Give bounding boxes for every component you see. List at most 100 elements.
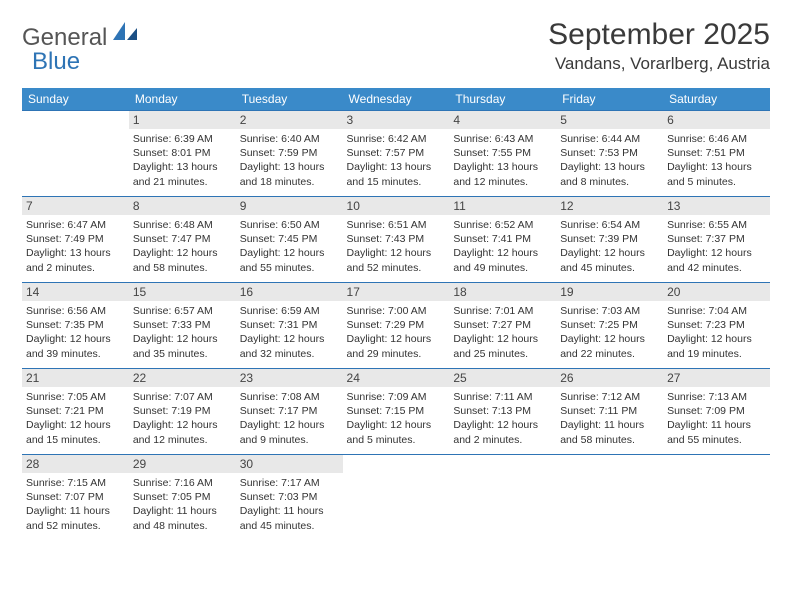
calendar-cell: 24 Sunrise: 7:09 AMSunset: 7:15 PMDayligh… (343, 368, 450, 454)
day-details: Sunrise: 6:48 AMSunset: 7:47 PMDaylight:… (133, 218, 232, 275)
calendar-cell: 22Sunrise: 7:07 AMSunset: 7:19 PMDayligh… (129, 368, 236, 454)
sunset-text: Sunset: 7:37 PM (667, 232, 766, 246)
sunrise-text: Sunrise: 7:03 AM (560, 304, 659, 318)
daylight2-text: and 19 minutes. (667, 347, 766, 361)
day-details: Sunrise: 7:00 AMSunset: 7:29 PMDaylight:… (347, 304, 446, 361)
daylight2-text: and 48 minutes. (133, 519, 232, 533)
daylight1-text: Daylight: 12 hours (667, 332, 766, 346)
calendar-cell: 16 Sunrise: 6:59 AMSunset: 7:31 PMDayligh… (236, 282, 343, 368)
day-number: 18 (449, 283, 556, 301)
sunrise-text: Sunrise: 7:04 AM (667, 304, 766, 318)
location: Vandans, Vorarlberg, Austria (548, 54, 770, 74)
calendar-cell: 3Sunrise: 6:42 AMSunset: 7:57 PMDaylight… (343, 110, 450, 196)
weekday-header: Sunday (22, 88, 129, 110)
sunset-text: Sunset: 7:53 PM (560, 146, 659, 160)
daylight1-text: Daylight: 13 hours (240, 160, 339, 174)
daylight2-text: and 45 minutes. (560, 261, 659, 275)
sunrise-text: Sunrise: 6:42 AM (347, 132, 446, 146)
sunset-text: Sunset: 7:35 PM (26, 318, 125, 332)
calendar-cell: 20 Sunrise: 7:04 AMSunset: 7:23 PMDayligh… (663, 282, 770, 368)
calendar-week-row: 21Sunrise: 7:05 AMSunset: 7:21 PMDayligh… (22, 368, 770, 454)
calendar-cell: 21Sunrise: 7:05 AMSunset: 7:21 PMDayligh… (22, 368, 129, 454)
day-number: 13 (663, 197, 770, 215)
day-number: 20 (663, 283, 770, 301)
calendar-cell: 13Sunrise: 6:55 AMSunset: 7:37 PMDayligh… (663, 196, 770, 282)
sunrise-text: Sunrise: 7:15 AM (26, 476, 125, 490)
sunrise-text: Sunrise: 6:54 AM (560, 218, 659, 232)
day-number: 6 (663, 111, 770, 129)
daylight1-text: Daylight: 12 hours (26, 418, 125, 432)
daylight2-text: and 45 minutes. (240, 519, 339, 533)
sunrise-text: Sunrise: 7:13 AM (667, 390, 766, 404)
daylight1-text: Daylight: 11 hours (133, 504, 232, 518)
sunset-text: Sunset: 7:43 PM (347, 232, 446, 246)
weekday-header: Saturday (663, 88, 770, 110)
day-details: Sunrise: 7:15 AMSunset: 7:07 PMDaylight:… (26, 476, 125, 533)
daylight2-text: and 58 minutes. (560, 433, 659, 447)
sunrise-text: Sunrise: 7:07 AM (133, 390, 232, 404)
day-number: 17 (343, 283, 450, 301)
daylight2-text: and 52 minutes. (26, 519, 125, 533)
calendar-cell: 28Sunrise: 7:15 AMSunset: 7:07 PMDayligh… (22, 454, 129, 540)
day-details: Sunrise: 6:44 AMSunset: 7:53 PMDaylight:… (560, 132, 659, 189)
calendar-cell (556, 454, 663, 540)
daylight2-text: and 29 minutes. (347, 347, 446, 361)
sunrise-text: Sunrise: 6:43 AM (453, 132, 552, 146)
sunrise-text: Sunrise: 7:16 AM (133, 476, 232, 490)
sunrise-text: Sunrise: 7:09 AM (347, 390, 446, 404)
daylight2-text: and 22 minutes. (560, 347, 659, 361)
sunrise-text: Sunrise: 6:51 AM (347, 218, 446, 232)
title-block: September 2025 Vandans, Vorarlberg, Aust… (548, 18, 770, 74)
sunset-text: Sunset: 7:33 PM (133, 318, 232, 332)
sunrise-text: Sunrise: 6:46 AM (667, 132, 766, 146)
daylight1-text: Daylight: 12 hours (133, 332, 232, 346)
daylight1-text: Daylight: 13 hours (133, 160, 232, 174)
day-details: Sunrise: 7:08 AMSunset: 7:17 PMDaylight:… (240, 390, 339, 447)
sunset-text: Sunset: 7:59 PM (240, 146, 339, 160)
sunset-text: Sunset: 7:23 PM (667, 318, 766, 332)
day-details: Sunrise: 7:01 AMSunset: 7:27 PMDaylight:… (453, 304, 552, 361)
daylight2-text: and 2 minutes. (453, 433, 552, 447)
sunrise-text: Sunrise: 6:40 AM (240, 132, 339, 146)
calendar-page: General September 2025 Vandans, Vorarlbe… (0, 0, 792, 558)
calendar-cell (343, 454, 450, 540)
day-details: Sunrise: 7:09 AMSunset: 7:15 PMDaylight:… (347, 390, 446, 447)
sunset-text: Sunset: 7:11 PM (560, 404, 659, 418)
day-number: 16 (236, 283, 343, 301)
daylight1-text: Daylight: 12 hours (453, 418, 552, 432)
daylight1-text: Daylight: 12 hours (133, 246, 232, 260)
sunset-text: Sunset: 7:41 PM (453, 232, 552, 246)
calendar-cell (449, 454, 556, 540)
day-details: Sunrise: 6:52 AMSunset: 7:41 PMDaylight:… (453, 218, 552, 275)
sunrise-text: Sunrise: 6:50 AM (240, 218, 339, 232)
logo-text-blue: Blue (32, 48, 80, 76)
sunset-text: Sunset: 7:57 PM (347, 146, 446, 160)
sunrise-text: Sunrise: 6:57 AM (133, 304, 232, 318)
logo-sail-icon (111, 20, 139, 47)
day-details: Sunrise: 6:46 AMSunset: 7:51 PMDaylight:… (667, 132, 766, 189)
day-number: 21 (22, 369, 129, 387)
daylight2-text: and 2 minutes. (26, 261, 125, 275)
day-details: Sunrise: 6:43 AMSunset: 7:55 PMDaylight:… (453, 132, 552, 189)
sunset-text: Sunset: 7:17 PM (240, 404, 339, 418)
calendar-week-row: 14Sunrise: 6:56 AMSunset: 7:35 PMDayligh… (22, 282, 770, 368)
sunset-text: Sunset: 7:49 PM (26, 232, 125, 246)
calendar-cell: 26Sunrise: 7:12 AMSunset: 7:11 PMDayligh… (556, 368, 663, 454)
daylight1-text: Daylight: 12 hours (133, 418, 232, 432)
day-number: 10 (343, 197, 450, 215)
daylight1-text: Daylight: 12 hours (453, 332, 552, 346)
day-number: 3 (343, 111, 450, 129)
daylight2-text: and 42 minutes. (667, 261, 766, 275)
sunrise-text: Sunrise: 6:47 AM (26, 218, 125, 232)
daylight2-text: and 21 minutes. (133, 175, 232, 189)
sunrise-text: Sunrise: 6:52 AM (453, 218, 552, 232)
daylight1-text: Daylight: 11 hours (560, 418, 659, 432)
day-details: Sunrise: 6:59 AMSunset: 7:31 PMDaylight:… (240, 304, 339, 361)
daylight2-text: and 18 minutes. (240, 175, 339, 189)
sunrise-text: Sunrise: 7:05 AM (26, 390, 125, 404)
day-number: 24 (343, 369, 450, 387)
calendar-cell: 2Sunrise: 6:40 AMSunset: 7:59 PMDaylight… (236, 110, 343, 196)
sunrise-text: Sunrise: 7:12 AM (560, 390, 659, 404)
sunset-text: Sunset: 7:05 PM (133, 490, 232, 504)
daylight1-text: Daylight: 13 hours (453, 160, 552, 174)
